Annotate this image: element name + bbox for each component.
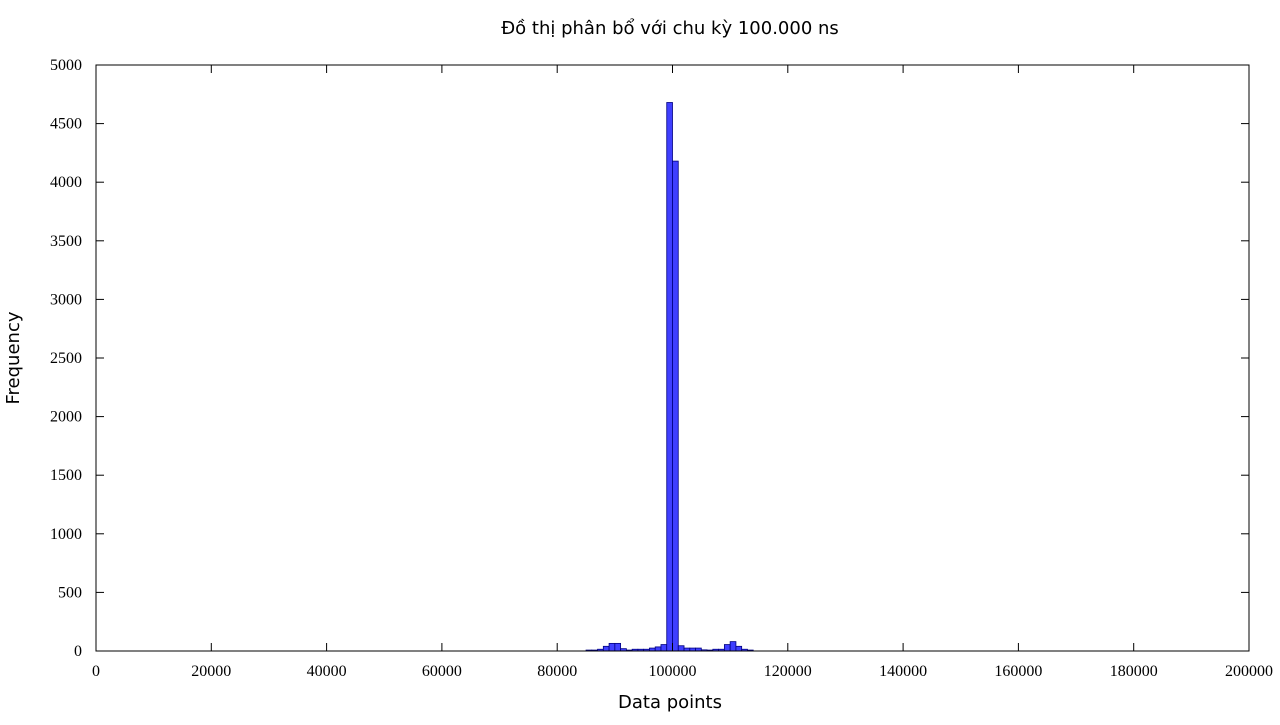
histogram-bar bbox=[723, 644, 731, 652]
x-tick-label: 100000 bbox=[649, 663, 697, 680]
x-tick-label: 80000 bbox=[537, 663, 577, 680]
y-tick-label: 4000 bbox=[50, 174, 82, 191]
x-tick-label: 160000 bbox=[994, 663, 1042, 680]
histogram-bar bbox=[735, 645, 743, 652]
histogram-bar bbox=[672, 160, 679, 652]
histogram-bar bbox=[602, 645, 610, 652]
x-tick-label: 60000 bbox=[422, 663, 462, 680]
x-tick-label: 0 bbox=[92, 663, 100, 680]
y-tick-label: 3000 bbox=[50, 291, 82, 308]
x-tick-label: 120000 bbox=[764, 663, 812, 680]
x-tick-label: 200000 bbox=[1225, 663, 1273, 680]
y-tick-label: 3500 bbox=[50, 233, 82, 250]
x-tick-label: 140000 bbox=[879, 663, 927, 680]
y-tick-label: 2000 bbox=[50, 409, 82, 426]
y-tick-label: 5000 bbox=[50, 57, 82, 74]
ticks-layer: 0 20000 40000 60000 80000 100000 120000 140000 1… bbox=[50, 57, 1273, 680]
histogram-bar bbox=[614, 642, 622, 652]
histogram-bar bbox=[660, 644, 668, 652]
y-tick-label: 1500 bbox=[50, 467, 82, 484]
chart-title: Đồ thị phân bổ với chu kỳ 100.000 ns bbox=[501, 18, 839, 39]
x-tick-label: 40000 bbox=[307, 663, 347, 680]
x-tick-label: 180000 bbox=[1110, 663, 1158, 680]
histogram-bar bbox=[666, 102, 673, 652]
y-tick-label: 2500 bbox=[50, 350, 82, 367]
y-tick-label: 1000 bbox=[50, 526, 82, 543]
histogram-bar bbox=[654, 646, 662, 652]
x-tick-label: 20000 bbox=[191, 663, 231, 680]
y-tick-label: 4500 bbox=[50, 116, 82, 133]
x-axis-label: Data points bbox=[618, 692, 722, 713]
y-tick-label: 500 bbox=[58, 584, 82, 601]
bars-layer bbox=[585, 102, 754, 652]
plot-frame bbox=[95, 64, 1250, 652]
histogram-bar bbox=[608, 642, 616, 652]
y-tick-label: 0 bbox=[74, 643, 82, 660]
y-axis-label: Frequency bbox=[3, 311, 24, 404]
histogram-bar bbox=[677, 645, 685, 652]
histogram-bar bbox=[729, 641, 737, 652]
